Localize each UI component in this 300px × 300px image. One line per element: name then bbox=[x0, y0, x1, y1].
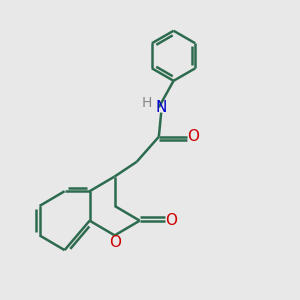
Text: O: O bbox=[109, 235, 121, 250]
Text: O: O bbox=[165, 213, 177, 228]
Text: H: H bbox=[141, 96, 152, 110]
Text: N: N bbox=[155, 100, 167, 115]
Text: O: O bbox=[187, 129, 199, 144]
